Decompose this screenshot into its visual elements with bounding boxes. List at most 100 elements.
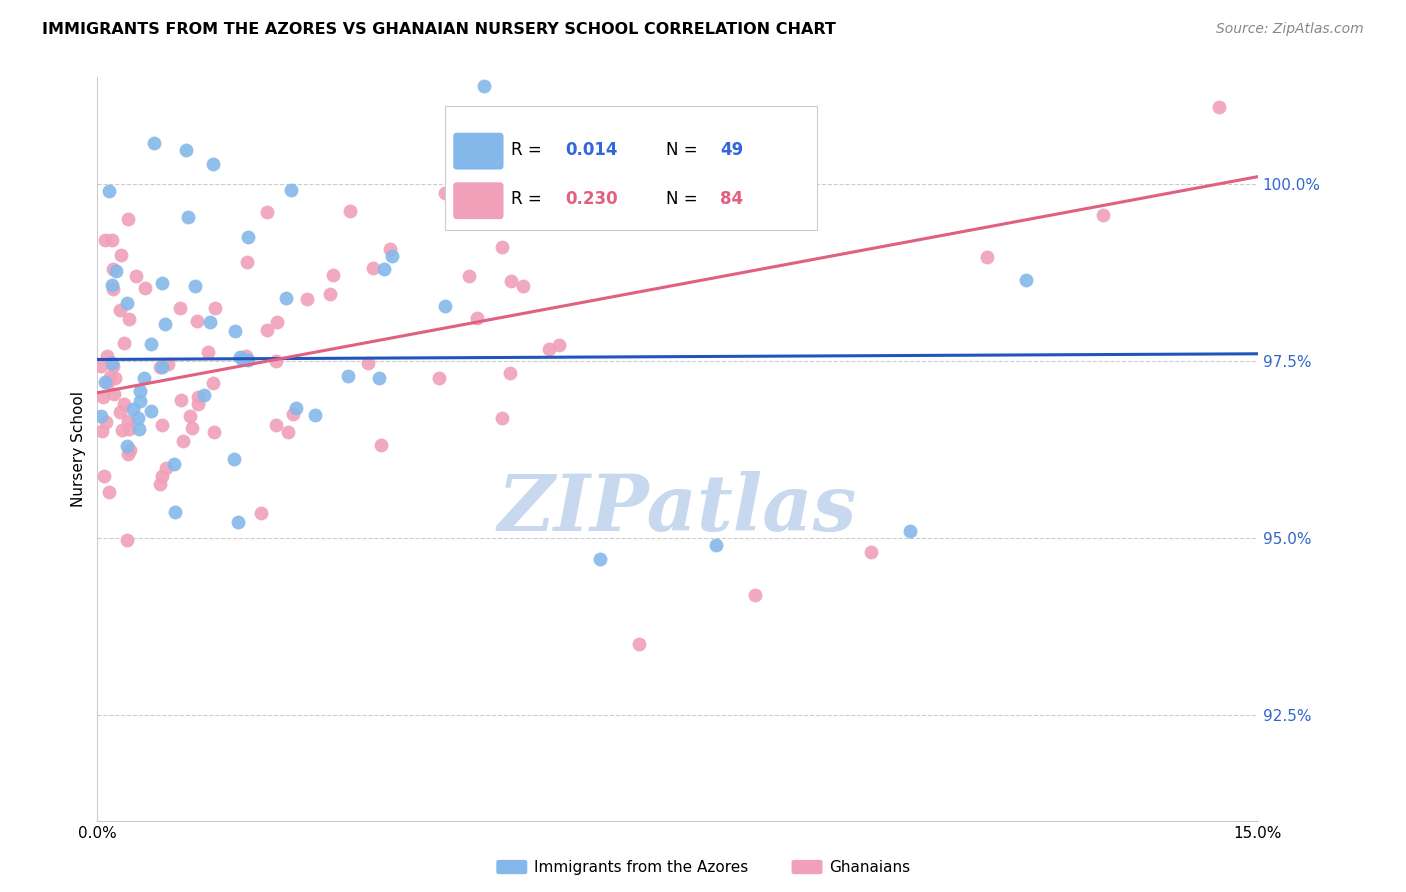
Point (150, 276, 173, 290)
Point (898, 524, 921, 538)
Point (90, 359, 112, 374)
Point (101, 359, 124, 374)
Point (91, 390, 114, 404)
Point (100, 278, 122, 293)
Point (149, 477, 172, 491)
Point (499, 366, 522, 380)
Point (112, 336, 135, 351)
Point (256, 323, 278, 337)
Point (165, 505, 187, 519)
Point (118, 312, 141, 326)
Point (236, 353, 259, 368)
Point (202, 425, 225, 440)
Point (193, 388, 215, 402)
Point (1092, 208, 1115, 222)
Point (266, 315, 288, 329)
Point (118, 422, 141, 436)
Point (357, 356, 380, 370)
Point (150, 359, 173, 374)
Point (744, 588, 766, 602)
Point (139, 337, 162, 351)
Point (110, 247, 132, 261)
Point (229, 350, 252, 364)
Point (184, 278, 207, 293)
Point (148, 359, 170, 374)
Point (134, 370, 156, 384)
Point (98, 370, 121, 384)
Point (512, 278, 534, 293)
Point (319, 286, 342, 301)
Point (117, 212, 139, 227)
Point (200, 315, 222, 329)
Point (121, 401, 143, 416)
Point (236, 255, 259, 269)
Point (104, 264, 127, 278)
Text: R =: R = (512, 190, 547, 209)
Point (467, 311, 489, 326)
Point (115, 533, 138, 547)
Text: Immigrants from the Azores: Immigrants from the Azores (534, 860, 748, 874)
FancyBboxPatch shape (453, 182, 503, 219)
Point (115, 295, 138, 310)
Point (204, 301, 226, 315)
Point (93, 469, 115, 483)
Point (367, 371, 389, 385)
Point (96, 349, 118, 363)
FancyBboxPatch shape (453, 133, 503, 169)
Point (94, 234, 117, 248)
Point (381, 249, 404, 263)
Text: 84: 84 (720, 190, 744, 209)
Point (538, 342, 561, 356)
FancyBboxPatch shape (446, 106, 817, 230)
Point (96, 415, 118, 429)
Point (499, 274, 522, 288)
Point (236, 229, 259, 244)
Point (202, 376, 225, 390)
Text: R =: R = (512, 142, 547, 160)
Point (139, 404, 162, 418)
Point (224, 324, 246, 338)
Point (472, 79, 495, 94)
Point (112, 397, 135, 411)
Point (98, 484, 121, 499)
Y-axis label: Nursery School: Nursery School (72, 392, 86, 508)
Point (169, 301, 191, 315)
Text: 49: 49 (720, 142, 744, 160)
Point (129, 393, 152, 408)
Text: N =: N = (666, 142, 703, 160)
Point (153, 317, 176, 331)
Point (143, 136, 166, 151)
Point (373, 261, 395, 276)
Point (172, 434, 194, 448)
Point (280, 183, 302, 197)
Point (111, 423, 134, 437)
Point (103, 386, 125, 401)
Point (1015, 273, 1038, 287)
Point (101, 261, 124, 276)
Text: IMMIGRANTS FROM THE AZORES VS GHANAIAN NURSERY SCHOOL CORRELATION CHART: IMMIGRANTS FROM THE AZORES VS GHANAIAN N… (42, 22, 837, 37)
Point (547, 338, 569, 352)
Point (101, 356, 124, 370)
Point (322, 268, 344, 282)
Point (295, 292, 318, 306)
Point (176, 210, 198, 224)
Point (434, 299, 457, 313)
Point (181, 421, 204, 435)
Text: ZIPatlas: ZIPatlas (498, 471, 858, 547)
Point (304, 409, 326, 423)
Point (859, 545, 882, 559)
Point (117, 439, 139, 453)
Point (117, 414, 139, 428)
Point (627, 637, 650, 651)
Point (169, 393, 191, 408)
Point (491, 411, 513, 425)
Point (157, 357, 180, 371)
Point (285, 401, 308, 415)
Point (256, 205, 278, 219)
Point (276, 425, 298, 440)
Point (197, 345, 219, 359)
Point (174, 143, 197, 157)
Point (104, 371, 127, 385)
Point (235, 349, 257, 363)
Point (458, 268, 481, 283)
